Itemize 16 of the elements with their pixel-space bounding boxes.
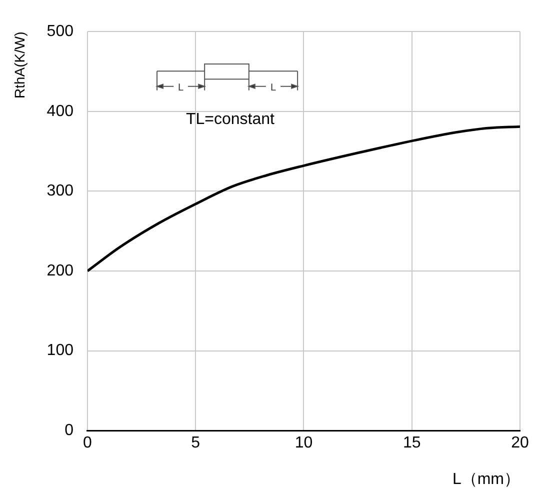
y-tick-label: 500	[46, 23, 74, 40]
x-tick-label: 10	[294, 434, 313, 452]
y-axis-title: RthA(K/W)	[11, 32, 28, 98]
annotation: L	[178, 82, 184, 94]
x-tick-label: 15	[402, 434, 421, 452]
x-tick-label: 0	[83, 434, 92, 452]
annotation: L	[270, 82, 276, 94]
x-tick-label: 20	[511, 434, 529, 452]
x-axis-title: L（mm）	[452, 470, 520, 488]
y-tick-label: 400	[46, 102, 74, 120]
annotation: TL=constant	[186, 110, 276, 128]
y-tick-label: 300	[46, 182, 74, 200]
y-tick-label: 100	[46, 342, 74, 360]
x-tick-label: 5	[191, 434, 200, 452]
y-tick-label: 200	[46, 262, 74, 280]
y-tick-label: 0	[64, 422, 74, 440]
